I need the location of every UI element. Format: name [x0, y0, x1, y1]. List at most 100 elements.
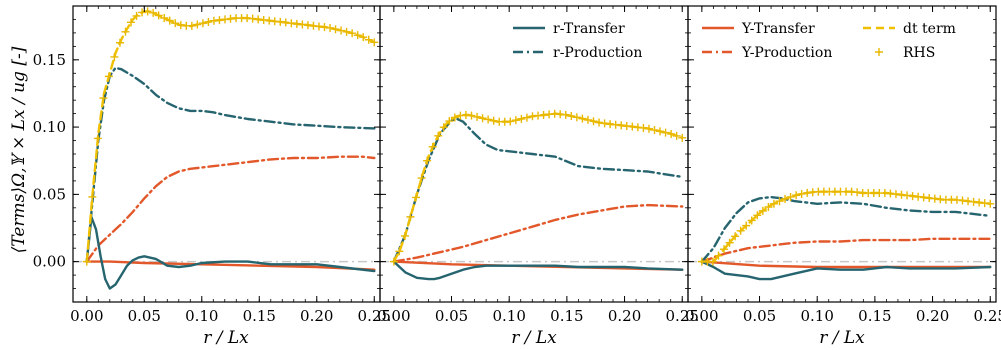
panel-3-series-y-production — [700, 237, 992, 263]
panel-2-xtick-label-2: 0.10 — [492, 307, 525, 325]
panel-1-xtick-label-1: 0.05 — [128, 307, 161, 325]
panel-1-rhs-marker-1 — [88, 192, 97, 201]
panel-3-series-rhs — [697, 187, 995, 266]
panel-1-xtick-label-4: 0.20 — [300, 307, 333, 325]
panel-2-rhs-marker-51 — [672, 131, 681, 140]
panel-1-xtick-label-2: 0.10 — [185, 307, 218, 325]
panel-1-frame — [72, 5, 381, 303]
panel-2-rhs-marker-49 — [661, 128, 670, 137]
x-axis-label-panel-2: r / Lx — [511, 328, 557, 348]
panel-1-series-y-production — [85, 155, 376, 263]
panel-2-rhs-marker-31 — [561, 110, 570, 119]
panel-2-xtick-label-5: 0.25 — [666, 307, 699, 325]
panel-3-rhs-marker-7 — [736, 226, 745, 235]
panel-2-rhs-marker-50 — [667, 129, 676, 138]
panel-1-series-rhs — [82, 7, 379, 266]
panel-3-rhs-marker-14 — [775, 197, 784, 206]
panel-1-rhs-marker-10 — [138, 8, 147, 17]
panel-1-xtick-label-3: 0.15 — [243, 307, 276, 325]
panel-1-rhs-marker-47 — [342, 27, 351, 36]
panel-1-rhs-marker-19 — [187, 21, 196, 30]
panel-2-rhs-marker-11 — [450, 113, 459, 122]
panel-3-rhs-marker-9 — [747, 216, 756, 225]
panel-3-rhs-marker-18 — [797, 189, 806, 198]
panel-1-rhs-marker-8 — [127, 18, 136, 27]
panel-3-xtick-label-5: 0.25 — [974, 307, 1001, 325]
panel-1-rhs-marker-14 — [160, 14, 169, 23]
panel-2-rhs-marker-14 — [467, 111, 476, 120]
panel-3-xtick-label-1: 0.05 — [743, 307, 776, 325]
panel-2-rhs-marker-32 — [567, 112, 576, 121]
panel-1-rhs-marker-12 — [149, 8, 158, 17]
panel-2-rhs-marker-35 — [583, 115, 592, 124]
panel-3-rhs-marker-2 — [708, 257, 717, 266]
panel-1-rhs-marker-5 — [110, 52, 119, 61]
panel-2-legend-label-1: r-Production — [553, 45, 642, 61]
panel-2-rhs-marker-23 — [517, 114, 526, 123]
panel-1-ytick-label-3: 0.15 — [33, 51, 66, 69]
panel-1-rhs-marker-9 — [132, 11, 141, 20]
panel-2-rhs-marker-7 — [428, 142, 437, 151]
panel-1-rhs-marker-49 — [353, 31, 362, 40]
panel-1-rhs-marker-16 — [171, 19, 180, 28]
panel-3-legend-label-0: Y-Transfer — [741, 21, 815, 37]
panel-1: 0.00 0.05 0.10 0.15 0.20 0.25 0.00 0.05 0.10 0.15 — [33, 5, 391, 325]
panel-2-series-r-transfer — [392, 260, 684, 281]
panel-3-rhs-marker-12 — [764, 202, 773, 211]
panel-1-rhs-marker-46 — [337, 26, 346, 35]
panel-3-rhs-marker-13 — [769, 199, 778, 208]
panel-2-rhs-marker-0 — [389, 257, 398, 266]
panel-2-rhs-marker-21 — [506, 117, 515, 126]
panel-2-rhs-marker-33 — [572, 113, 581, 122]
panel-2-legend-label-0: r-Transfer — [553, 21, 625, 37]
panel-1-series-y-transfer — [85, 260, 376, 271]
panel-2-rhs-marker-5 — [417, 174, 426, 183]
panel-1-series-r-transfer — [85, 216, 376, 290]
panel-3-rhs-marker-3 — [714, 251, 723, 260]
panel-2-rhs-marker-16 — [478, 114, 487, 123]
panel-2-rhs-marker-9 — [439, 123, 448, 132]
panel-3-xtick-label-3: 0.15 — [858, 307, 891, 325]
panel-2-rhs-marker-45 — [639, 123, 648, 132]
panel-1-rhs-marker-11 — [143, 7, 152, 16]
panel-1-ytick-label-1: 0.05 — [33, 185, 66, 203]
panel-2-rhs-marker-2 — [400, 231, 409, 240]
panel-3-rhs-marker-4 — [720, 245, 729, 254]
panel-2-rhs-marker-34 — [578, 114, 587, 123]
panel-2: 0.00 0.05 0.10 0.15 0.20 0.25 r-Transfer r-Prod… — [377, 5, 699, 325]
panel-2-rhs-marker-22 — [511, 116, 520, 125]
panel-2-rhs-marker-48 — [656, 127, 665, 136]
panels: 0.00 0.05 0.10 0.15 0.20 0.25 0.00 0.05 0.10 0.15… — [33, 5, 1001, 325]
panel-1-rhs-marker-45 — [331, 25, 340, 34]
panel-1-rhs-marker-7 — [121, 27, 130, 36]
panel-2-rhs-marker-36 — [589, 117, 598, 126]
panel-1-xtick-label-0: 0.00 — [70, 307, 103, 325]
panel-2-rhs-marker-8 — [434, 131, 443, 140]
panel-2-rhs-marker-52 — [678, 133, 687, 142]
panel-2-xtick-label-4: 0.20 — [608, 307, 641, 325]
panel-3-frame — [687, 5, 997, 303]
panel-3-series-y-transfer — [700, 260, 992, 269]
panel-3-rhs-marker-10 — [753, 211, 762, 220]
panel-1-series-r-production — [85, 66, 376, 263]
panel-2-rhs-marker-3 — [406, 212, 415, 221]
panel-1-rhs-marker-22 — [204, 17, 213, 26]
panel-2-rhs-marker-24 — [522, 113, 531, 122]
panel-3-series-r-production — [700, 195, 992, 263]
panel-1-ytick-label-0: 0.00 — [33, 253, 66, 271]
panel-1-rhs-marker-2 — [93, 134, 102, 143]
panel-2-rhs-marker-37 — [595, 118, 604, 127]
panel-3-xtick-label-2: 0.10 — [800, 307, 833, 325]
panel-1-rhs-marker-51 — [364, 35, 373, 44]
panel-1-rhs-marker-20 — [193, 20, 202, 29]
panel-3-legend-label-1: Y-Production — [741, 45, 832, 61]
panel-3-rhs-marker-15 — [781, 194, 790, 203]
panel-2-rhs-marker-17 — [484, 115, 493, 124]
panel-3-plot — [697, 187, 995, 281]
x-axis-label-panel-3: r / Lx — [819, 328, 865, 348]
panel-1-rhs-marker-21 — [198, 19, 207, 28]
panel-1-rhs-marker-43 — [320, 23, 329, 32]
panel-2-rhs-marker-15 — [473, 112, 482, 121]
panel-1-rhs-marker-44 — [326, 23, 335, 32]
